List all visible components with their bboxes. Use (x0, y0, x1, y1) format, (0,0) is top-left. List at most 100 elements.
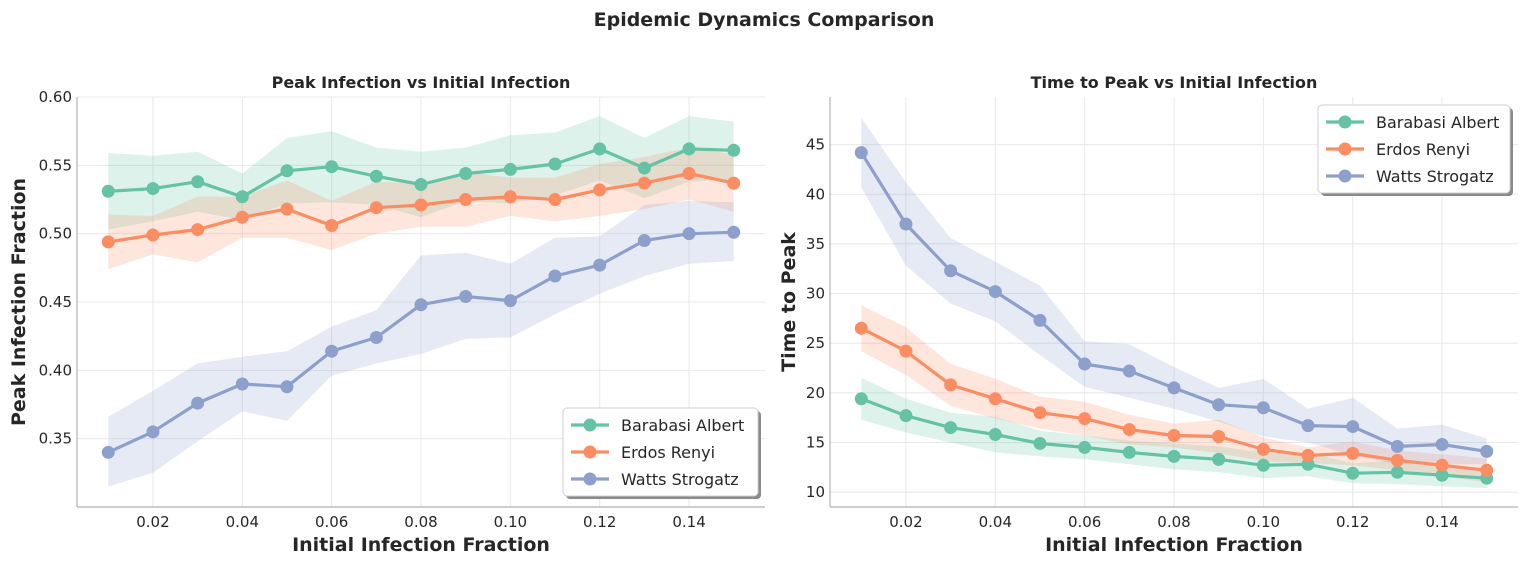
data-point (988, 392, 1002, 406)
data-point (503, 190, 517, 204)
data-point (944, 378, 958, 392)
data-point (1122, 364, 1136, 378)
data-point (637, 176, 651, 190)
data-point (146, 228, 160, 242)
data-point (325, 218, 339, 232)
data-point (325, 160, 339, 174)
data-point (280, 380, 294, 394)
x-tick-label: 0.12 (1336, 513, 1369, 531)
data-point (1212, 452, 1226, 466)
panel-title: Peak Infection vs Initial Infection (272, 73, 571, 92)
legend-marker (583, 445, 597, 459)
data-point (899, 344, 913, 358)
confidence-band (108, 200, 734, 487)
x-axis-label: Initial Infection Fraction (1045, 534, 1303, 556)
data-point (727, 143, 741, 157)
figure-title: Epidemic Dynamics Comparison (594, 9, 935, 31)
data-point (414, 177, 428, 191)
data-point (1212, 430, 1226, 444)
data-point (1033, 406, 1047, 420)
tick-labels: 0.02 0.04 0.06 0.08 0.10 0.12 0.14 10 15 20 25 30 35… (806, 136, 1459, 531)
data-point (101, 235, 115, 249)
data-point (899, 409, 913, 423)
data-point (191, 223, 205, 237)
data-point (1122, 423, 1136, 437)
series-lines (101, 142, 741, 459)
data-point (682, 167, 696, 181)
legend-label: Erdos Renyi (621, 443, 715, 462)
y-tick-label: 0.60 (39, 88, 72, 106)
data-point (854, 321, 868, 335)
legend-marker (1338, 169, 1352, 183)
data-point (1346, 446, 1360, 460)
legend: Barabasi Albert Erdos Renyi Watts Strogatz (1317, 104, 1513, 196)
y-tick-label: 0.35 (39, 430, 72, 448)
confidence-band (861, 117, 1487, 465)
data-point (1346, 466, 1360, 480)
y-tick-label: 30 (806, 285, 825, 303)
data-point (146, 425, 160, 439)
data-point (1256, 442, 1270, 456)
data-point (548, 193, 562, 206)
data-point (1390, 453, 1404, 467)
legend-label: Barabasi Albert (1376, 113, 1499, 132)
y-tick-label: 0.55 (39, 156, 72, 174)
x-tick-label: 0.04 (979, 513, 1012, 531)
data-point (1033, 436, 1047, 450)
y-axis-label: Peak Infection Fraction (8, 178, 30, 426)
y-tick-label: 25 (806, 334, 825, 352)
y-tick-label: 45 (806, 136, 825, 154)
data-point (459, 193, 473, 206)
x-tick-label: 0.10 (1247, 513, 1280, 531)
data-point (280, 202, 294, 216)
data-point (101, 445, 115, 459)
data-point (280, 164, 294, 178)
x-tick-label: 0.14 (1425, 513, 1458, 531)
y-tick-label: 0.45 (39, 293, 72, 311)
x-tick-label: 0.06 (1068, 513, 1101, 531)
data-point (459, 290, 473, 304)
data-point (503, 294, 517, 308)
data-point (854, 146, 868, 160)
y-tick-label: 35 (806, 235, 825, 253)
data-point (235, 377, 249, 391)
data-point (414, 298, 428, 312)
data-point (1480, 444, 1494, 458)
legend-label: Barabasi Albert (621, 416, 744, 435)
data-point (369, 169, 383, 183)
y-tick-label: 20 (806, 384, 825, 402)
data-point (548, 157, 562, 171)
data-point (1256, 401, 1270, 415)
legend-label: Watts Strogatz (1376, 167, 1494, 186)
data-point (503, 162, 517, 176)
x-tick-label: 0.02 (136, 513, 169, 531)
data-point (1435, 458, 1449, 472)
panel-time-to-peak: Time to Peak vs Initial Infection 0.02 0.… (778, 73, 1518, 556)
data-point (593, 142, 607, 156)
data-point (682, 142, 696, 156)
x-tick-label: 0.10 (494, 513, 527, 531)
data-point (548, 269, 562, 283)
data-point (593, 258, 607, 272)
x-tick-label: 0.12 (583, 513, 616, 531)
legend-box (562, 407, 759, 497)
series-lines (854, 146, 1494, 485)
data-point (682, 227, 696, 241)
data-point (1078, 412, 1092, 426)
legend-marker (583, 472, 597, 486)
y-tick-label: 0.50 (39, 225, 72, 243)
confidence-band (108, 116, 734, 230)
x-tick-label: 0.08 (404, 513, 437, 531)
panel-peak-infection: Peak Infection vs Initial Infection 0.02… (8, 73, 765, 556)
data-point (1301, 448, 1315, 462)
data-point (1167, 429, 1181, 443)
data-point (235, 210, 249, 224)
data-point (191, 396, 205, 410)
data-point (1390, 465, 1404, 479)
y-tick-label: 40 (806, 185, 825, 203)
data-point (637, 161, 651, 175)
legend-marker (1338, 142, 1352, 156)
data-point (988, 428, 1002, 442)
tick-labels: 0.02 0.04 0.06 0.08 0.10 0.12 0.14 0.35 0.40 0.45… (39, 88, 706, 531)
data-point (1122, 445, 1136, 459)
